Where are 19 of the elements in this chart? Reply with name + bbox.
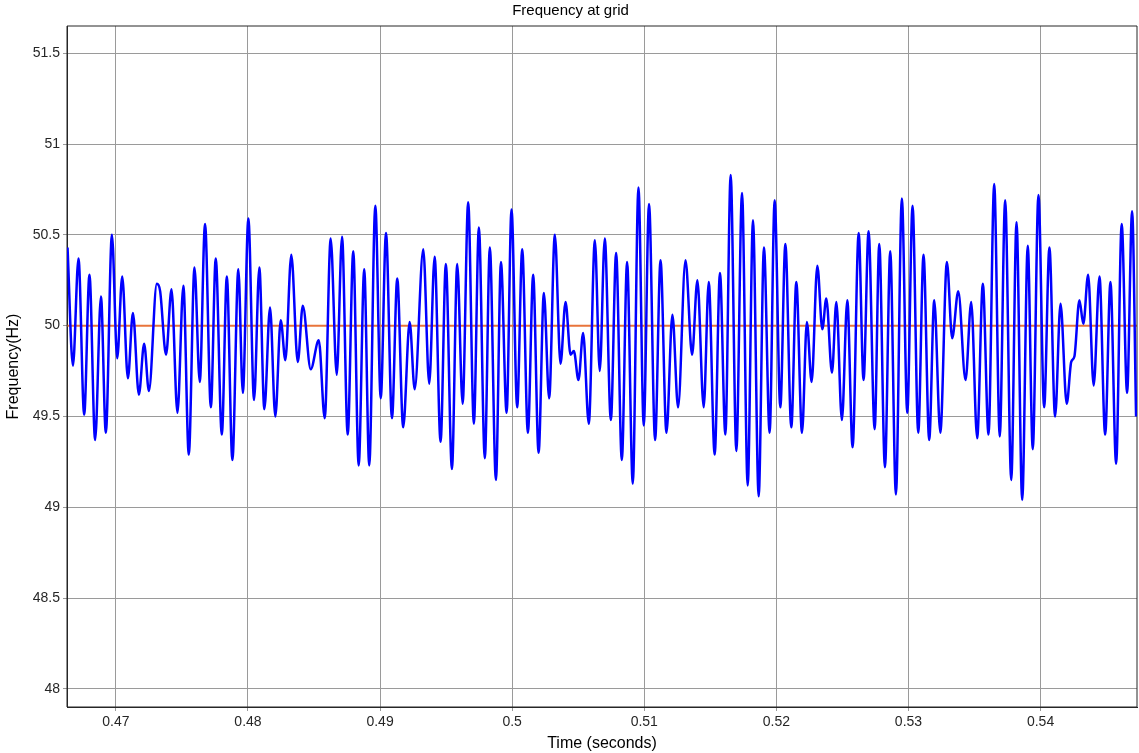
x-tick-label: 0.49: [366, 713, 394, 730]
x-tick-label: 0.52: [762, 713, 791, 730]
y-tick-label: 50.5: [32, 225, 61, 242]
y-axis-title: Frequency(Hz): [4, 313, 22, 420]
x-tick-label: 0.54: [1026, 713, 1055, 730]
chart-title: Frequency at grid: [512, 1, 629, 19]
x-tick-label: 0.48: [234, 713, 262, 730]
x-tick-label: 0.51: [630, 713, 659, 730]
x-tick-label: 0.53: [894, 713, 923, 730]
y-tick-label: 49: [44, 498, 61, 515]
y-tick-label: 49.5: [32, 407, 61, 424]
y-tick-label: 48.5: [32, 588, 61, 605]
y-tick-label: 48: [44, 679, 61, 696]
x-tick-label: 0.5: [502, 713, 523, 730]
x-axis-title: Time (seconds): [547, 733, 657, 751]
y-tick-label: 51.5: [32, 44, 61, 61]
x-tick-label: 0.47: [102, 713, 130, 730]
y-tick-label: 50: [44, 316, 61, 333]
y-tick-label: 51: [44, 134, 61, 151]
